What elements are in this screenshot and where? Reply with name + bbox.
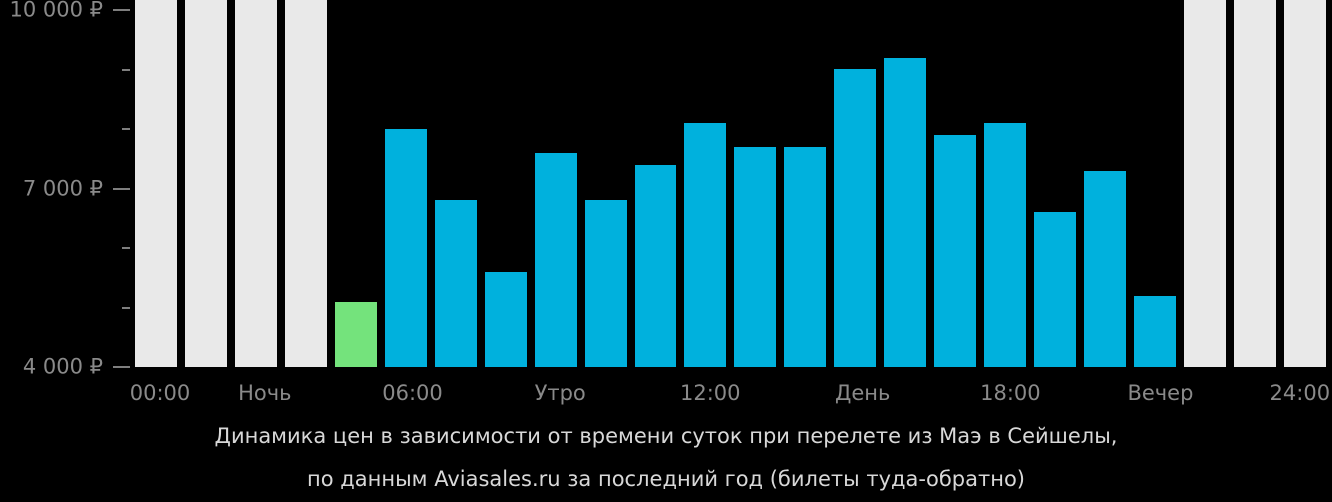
y-tick-6000 — [122, 247, 130, 249]
x-axis-label-12:00: 12:00 — [679, 381, 741, 405]
bar-hour-00[interactable] — [135, 0, 177, 367]
x-axis-label-День: День — [834, 381, 891, 405]
chart-caption: Динамика цен в зависимости от времени су… — [0, 423, 1332, 493]
bar-hour-10[interactable] — [634, 165, 677, 367]
x-axis-label-Вечер: Вечер — [1127, 381, 1194, 405]
bar-hour-02[interactable] — [234, 0, 277, 367]
bar-hour-23[interactable] — [1283, 0, 1326, 367]
bar-hour-08[interactable] — [534, 153, 577, 367]
bar-hour-22[interactable] — [1233, 0, 1276, 367]
y-tick-5000 — [122, 306, 130, 309]
y-axis-label-4000: 4 000 ₽ — [22, 354, 103, 379]
bar-hour-07[interactable] — [484, 272, 527, 367]
bar-hour-15[interactable] — [884, 58, 927, 367]
y-tick-8000 — [122, 128, 130, 130]
x-axis-label-24:00: 24:00 — [1269, 381, 1331, 405]
bar-hour-01[interactable] — [184, 0, 227, 367]
x-axis-label-Утро: Утро — [534, 381, 586, 405]
bar-hour-12[interactable] — [734, 147, 777, 367]
y-tick-4000 — [113, 366, 130, 368]
caption-line-1: Динамика цен в зависимости от времени су… — [214, 424, 1118, 448]
y-tick-7000 — [113, 187, 130, 190]
y-tick-10000 — [113, 9, 130, 11]
y-axis-label-10000: 10 000 ₽ — [9, 0, 103, 22]
bar-hour-04[interactable] — [334, 302, 377, 367]
bar-hour-09[interactable] — [584, 200, 627, 367]
x-axis-label-00:00: 00:00 — [129, 381, 191, 405]
bar-hour-11[interactable] — [684, 123, 727, 367]
bar-hour-18[interactable] — [1034, 212, 1077, 367]
bar-hour-05[interactable] — [384, 129, 427, 367]
bar-hour-17[interactable] — [984, 123, 1027, 367]
bar-hour-19[interactable] — [1084, 171, 1127, 367]
bar-hour-14[interactable] — [834, 69, 877, 367]
y-axis-label-7000: 7 000 ₽ — [22, 175, 103, 200]
bar-hour-13[interactable] — [784, 147, 827, 367]
y-tick-9000 — [122, 68, 130, 71]
bars-container — [135, 0, 1326, 367]
x-axis-label-Ночь: Ночь — [238, 381, 292, 405]
bar-hour-21[interactable] — [1184, 0, 1226, 367]
x-axis-label-18:00: 18:00 — [980, 381, 1041, 405]
bar-hour-20[interactable] — [1134, 296, 1177, 367]
chart-plot-area — [135, 0, 1326, 367]
bar-hour-03[interactable] — [284, 0, 327, 367]
x-axis: 00:00 Ночь 06:00 Утро 12:00 День 18:00 Вечер 24:… — [130, 381, 1330, 409]
bar-hour-16[interactable] — [934, 135, 977, 367]
bar-hour-06[interactable] — [434, 200, 477, 367]
x-axis-label-06:00: 06:00 — [382, 381, 443, 405]
y-axis: 10 000 ₽ 7 000 ₽ 4 000 ₽ — [0, 0, 135, 378]
caption-line-2: по данным Aviasales.ru за последний год … — [307, 467, 1025, 492]
